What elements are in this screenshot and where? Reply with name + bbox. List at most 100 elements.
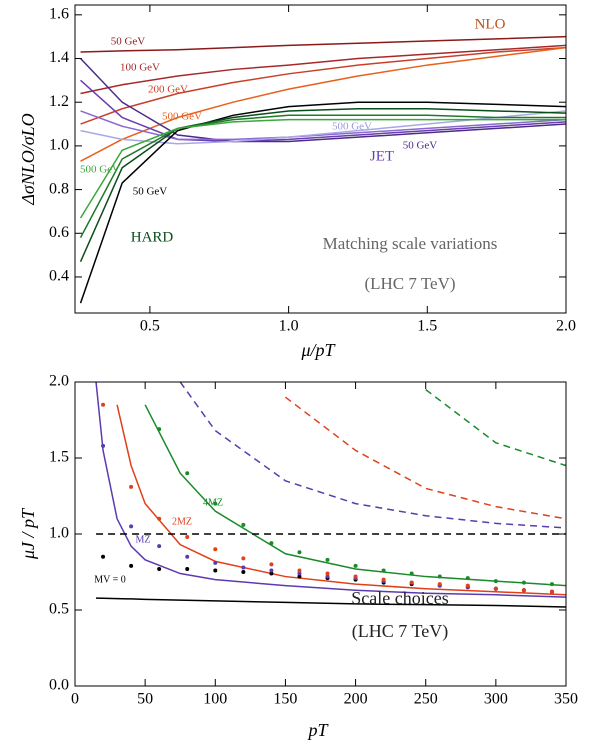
annotation: 500 GeV bbox=[80, 164, 120, 176]
y-axis-label: ΔσNLO/σLO bbox=[18, 113, 38, 205]
annotation: 500 GeV bbox=[332, 121, 372, 133]
dot bbox=[297, 568, 302, 573]
curve bbox=[79, 118, 566, 219]
annotation: MV = 0 bbox=[94, 574, 126, 585]
dot bbox=[213, 547, 218, 552]
annotation: 500 GeV bbox=[162, 111, 202, 123]
y-tick-label: 0.4 bbox=[49, 268, 69, 285]
y-tick-label: 0.5 bbox=[49, 601, 69, 618]
annotation: (LHC 7 TeV) bbox=[352, 621, 448, 642]
y-tick-label: 0.0 bbox=[49, 677, 69, 694]
annotation: 50 GeV bbox=[133, 186, 168, 198]
y-tick-label: 0.8 bbox=[49, 180, 69, 197]
y-tick-label: 1.6 bbox=[49, 6, 69, 23]
dot bbox=[129, 484, 134, 489]
dot bbox=[101, 443, 106, 448]
annotation: (LHC 7 TeV) bbox=[364, 274, 455, 293]
dot bbox=[493, 586, 498, 591]
y-tick-label: 1.0 bbox=[49, 137, 69, 154]
curve bbox=[80, 46, 566, 162]
dot bbox=[241, 565, 246, 570]
annotation: 50 GeV bbox=[403, 140, 438, 152]
x-tick-label: 100 bbox=[203, 691, 227, 708]
dot bbox=[157, 544, 162, 549]
annotation: 50 GeV bbox=[111, 36, 146, 48]
dot bbox=[409, 571, 414, 576]
dot bbox=[269, 568, 274, 573]
plot-frame bbox=[74, 4, 567, 314]
dot bbox=[521, 588, 526, 593]
dot bbox=[297, 571, 302, 576]
dot bbox=[521, 580, 526, 585]
dot bbox=[185, 471, 190, 476]
annotation: NLO bbox=[475, 16, 506, 32]
y-tick-label: 2.0 bbox=[49, 373, 69, 390]
y-axis-label: μJ / pT bbox=[18, 507, 38, 560]
curve bbox=[79, 108, 566, 262]
dot bbox=[437, 574, 442, 579]
x-tick-label: 1.0 bbox=[279, 318, 299, 335]
curve bbox=[79, 114, 566, 238]
dot bbox=[157, 566, 162, 571]
dot bbox=[381, 568, 386, 573]
annotation: 200 GeV bbox=[148, 84, 188, 96]
x-tick-label: 50 bbox=[137, 691, 153, 708]
annotation: 100 GeV bbox=[120, 62, 160, 74]
dot bbox=[269, 562, 274, 567]
x-tick-label: 0.5 bbox=[140, 318, 160, 335]
dot bbox=[465, 583, 470, 588]
y-tick-label: 1.2 bbox=[49, 93, 69, 110]
dot bbox=[241, 522, 246, 527]
x-tick-label: 300 bbox=[484, 691, 508, 708]
dot bbox=[297, 550, 302, 555]
annotation: 2MZ bbox=[172, 516, 192, 527]
dot bbox=[353, 563, 358, 568]
curve bbox=[80, 46, 566, 125]
curve bbox=[179, 382, 566, 529]
x-axis-label: μ/pT bbox=[300, 340, 336, 360]
dot bbox=[101, 554, 106, 559]
dot bbox=[269, 541, 274, 546]
curve bbox=[80, 44, 566, 95]
annotation: JET bbox=[370, 148, 394, 164]
dot bbox=[129, 524, 134, 529]
dot bbox=[493, 579, 498, 584]
curve bbox=[80, 79, 566, 143]
dot bbox=[269, 571, 274, 576]
curve bbox=[284, 396, 566, 520]
plot-frame bbox=[74, 381, 567, 687]
dot bbox=[213, 560, 218, 565]
dot bbox=[185, 566, 190, 571]
dot bbox=[157, 516, 162, 521]
dot bbox=[241, 570, 246, 574]
x-tick-label: 1.5 bbox=[417, 318, 437, 335]
curve bbox=[116, 404, 566, 596]
dot bbox=[129, 563, 134, 568]
dot bbox=[325, 571, 330, 576]
dot bbox=[549, 582, 554, 587]
dot bbox=[437, 582, 442, 587]
curve bbox=[144, 404, 566, 587]
dot bbox=[157, 427, 162, 432]
x-tick-label: 0 bbox=[71, 691, 79, 708]
x-tick-label: 350 bbox=[554, 691, 578, 708]
dot bbox=[297, 574, 302, 579]
curve bbox=[95, 382, 566, 598]
dot bbox=[353, 574, 358, 579]
annotation: MZ bbox=[136, 534, 151, 545]
curve bbox=[96, 597, 566, 608]
dot bbox=[213, 501, 218, 506]
y-tick-label: 1.0 bbox=[49, 525, 69, 542]
annotation: Matching scale variations bbox=[323, 234, 498, 253]
dot bbox=[381, 577, 386, 582]
x-tick-label: 250 bbox=[414, 691, 438, 708]
curve bbox=[425, 389, 566, 467]
dot bbox=[185, 554, 190, 559]
x-tick-label: 200 bbox=[344, 691, 368, 708]
annotation: Scale choices bbox=[351, 588, 448, 608]
x-tick-label: 2.0 bbox=[556, 318, 576, 335]
x-tick-label: 150 bbox=[273, 691, 297, 708]
x-axis-label: pT bbox=[306, 720, 329, 740]
y-tick-label: 1.5 bbox=[49, 449, 69, 466]
